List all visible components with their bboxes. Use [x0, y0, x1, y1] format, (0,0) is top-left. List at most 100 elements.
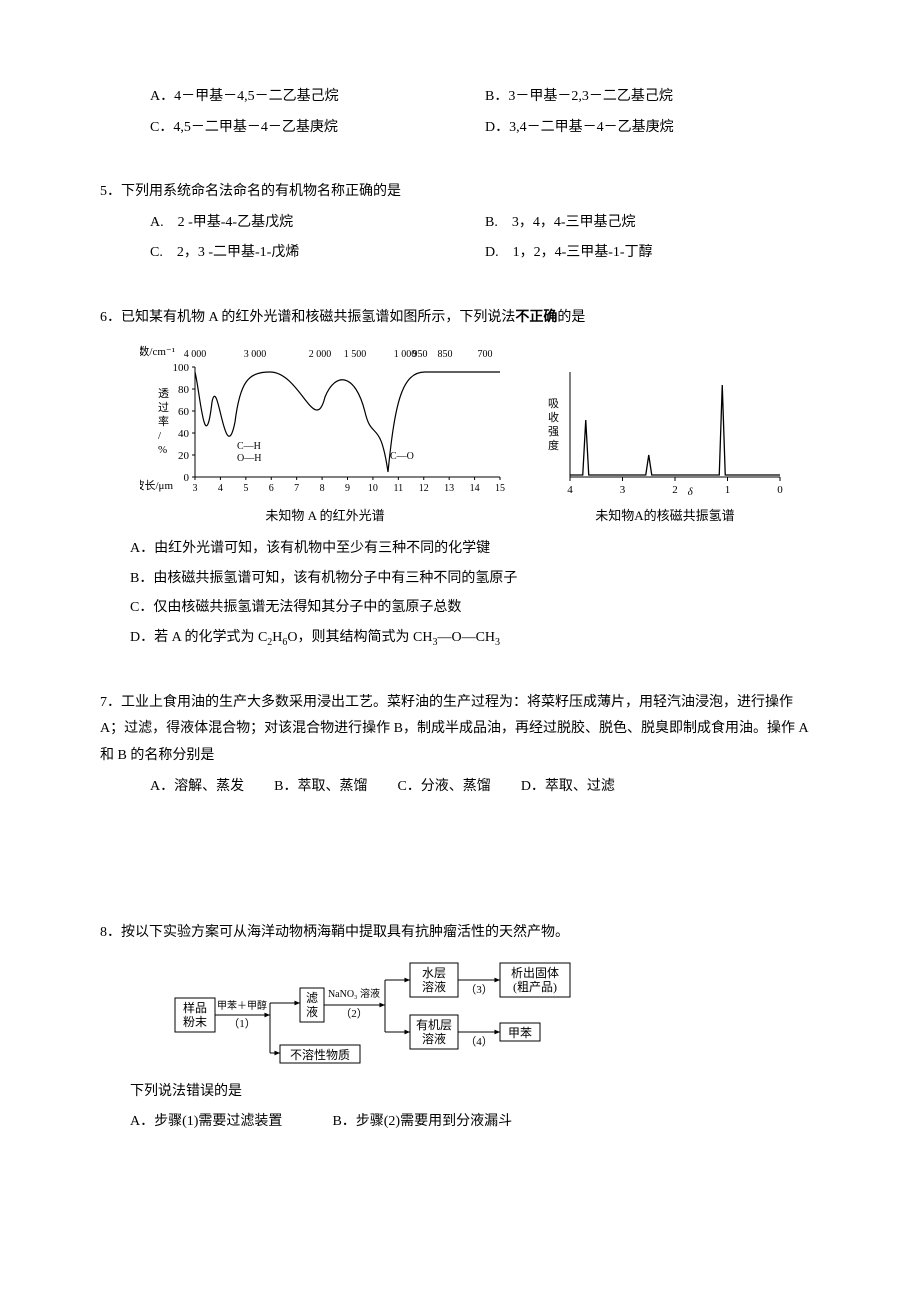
svg-text:不溶性物质: 不溶性物质	[290, 1047, 350, 1062]
svg-text:20: 20	[178, 450, 190, 462]
nmr-chart: 43210δ吸收强度	[540, 362, 790, 502]
svg-text:δ: δ	[688, 486, 694, 498]
q7-option-a: A．溶解、蒸发	[150, 774, 244, 801]
svg-text:样品: 样品	[183, 1000, 207, 1015]
q6-option-c: C．仅由核磁共振氢谱无法得知其分子中的氢原子总数	[100, 595, 820, 622]
q8-sub: 下列说法错误的是	[100, 1079, 820, 1106]
svg-text:9: 9	[345, 483, 350, 494]
q4-option-b: B．3－甲基－2,3－二乙基己烷	[485, 84, 820, 111]
svg-text:波数/cm⁻¹: 波数/cm⁻¹	[140, 345, 175, 358]
svg-text:2: 2	[672, 484, 678, 496]
q8-stem: 8．按以下实验方案可从海洋动物柄海鞘中提取具有抗肿瘤活性的天然产物。	[100, 920, 820, 947]
svg-text:10: 10	[368, 483, 378, 494]
q5-option-c: C. 2，3 -二甲基-1-戊烯	[150, 240, 485, 267]
q7-options-row: A．溶解、蒸发 B．萃取、蒸馏 C．分液、蒸馏 D．萃取、过滤	[100, 774, 820, 801]
q6-stem-suffix: 的是	[557, 310, 585, 325]
q5-option-b: B. 3，4，4-三甲基己烷	[485, 210, 820, 237]
q6-option-a: A．由红外光谱可知，该有机物中至少有三种不同的化学键	[100, 536, 820, 563]
svg-text:溶液: 溶液	[422, 979, 446, 994]
svg-text:4: 4	[218, 483, 223, 494]
svg-text:11: 11	[394, 483, 404, 494]
svg-text:12: 12	[419, 483, 429, 494]
q4-options-row2: C．4,5－二甲基－4－乙基庚烷 D．3,4－二甲基－4－乙基庚烷	[100, 115, 820, 142]
q7-option-b: B．萃取、蒸馏	[274, 774, 367, 801]
svg-text:/: /	[158, 430, 162, 442]
q8-options-row: A．步骤(1)需要过滤装置 B．步骤(2)需要用到分液漏斗	[100, 1109, 820, 1136]
svg-text:950: 950	[413, 349, 428, 360]
svg-text:7: 7	[294, 483, 299, 494]
svg-text:率: 率	[158, 414, 169, 428]
ir-chart: 0204060801004 0003 0002 0001 5001 000950…	[140, 342, 510, 502]
q5-option-d: D. 1，2，4-三甲基-1-丁醇	[485, 240, 820, 267]
q6-stem: 6．已知某有机物 A 的红外光谱和核磁共振氢谱如图所示，下列说法不正确的是	[100, 305, 820, 332]
svg-text:析出固体: 析出固体	[511, 966, 559, 980]
q7-stem: 7．工业上食用油的生产大多数采用浸出工艺。菜籽油的生产过程为：将菜籽压成薄片，用…	[100, 690, 820, 770]
svg-text:溶液: 溶液	[422, 1031, 446, 1046]
svg-text:5: 5	[243, 483, 248, 494]
svg-text:700: 700	[478, 349, 493, 360]
svg-text:甲苯＋甲醇: 甲苯＋甲醇	[217, 999, 267, 1012]
svg-text:6: 6	[269, 483, 274, 494]
svg-text:过: 过	[158, 401, 169, 414]
svg-text:80: 80	[178, 384, 190, 396]
svg-text:60: 60	[178, 406, 190, 418]
svg-text:1 500: 1 500	[344, 349, 367, 360]
q7: 7．工业上食用油的生产大多数采用浸出工艺。菜籽油的生产过程为：将菜籽压成薄片，用…	[100, 690, 820, 800]
svg-text:C—H: C—H	[237, 441, 261, 452]
svg-text:15: 15	[495, 483, 505, 494]
svg-text:3 000: 3 000	[244, 349, 267, 360]
svg-text:13: 13	[444, 483, 454, 494]
q6-option-d: D．若 A 的化学式为 C2H6O，则其结构简式为 CH3―O―CH3	[100, 625, 820, 652]
svg-text:2 000: 2 000	[309, 349, 332, 360]
q5-options-row1: A. 2 -甲基-4-乙基戊烷 B. 3，4，4-三甲基己烷	[100, 210, 820, 237]
svg-text:（1）: （1）	[228, 1017, 256, 1030]
q4-option-c: C．4,5－二甲基－4－乙基庚烷	[150, 115, 485, 142]
svg-text:有机层: 有机层	[416, 1018, 452, 1032]
svg-text:C—O: C—O	[390, 451, 414, 462]
svg-text:0: 0	[777, 484, 783, 496]
q4-option-d: D．3,4－二甲基－4－乙基庚烷	[485, 115, 820, 142]
svg-text:水层: 水层	[422, 966, 446, 980]
svg-text:波长/μm: 波长/μm	[140, 479, 173, 492]
svg-text:吸: 吸	[548, 398, 559, 410]
q8-option-b: B．步骤(2)需要用到分液漏斗	[332, 1109, 512, 1136]
svg-text:（3）: （3）	[465, 983, 493, 996]
ir-figure: 0204060801004 0003 0002 0001 5001 000950…	[140, 342, 510, 529]
svg-text:(粗产品): (粗产品)	[513, 980, 557, 994]
svg-text:14: 14	[470, 483, 480, 494]
svg-text:850: 850	[438, 349, 453, 360]
svg-text:8: 8	[320, 483, 325, 494]
q5-option-a: A. 2 -甲基-4-乙基戊烷	[150, 210, 485, 237]
q5-stem: 5．下列用系统命名法命名的有机物名称正确的是	[100, 179, 820, 206]
q6-option-b: B．由核磁共振氢谱可知，该有机物分子中有三种不同的氢原子	[100, 566, 820, 593]
svg-text:甲苯: 甲苯	[508, 1026, 532, 1040]
svg-text:3: 3	[193, 483, 198, 494]
svg-text:滤: 滤	[306, 991, 318, 1005]
svg-text:液: 液	[306, 1004, 318, 1019]
q8-option-a: A．步骤(1)需要过滤装置	[130, 1109, 282, 1136]
q7-option-d: D．萃取、过滤	[521, 774, 615, 801]
q5-options-row2: C. 2，3 -二甲基-1-戊烯 D. 1，2，4-三甲基-1-丁醇	[100, 240, 820, 267]
flow-chart: 样品粉末滤液不溶性物质水层溶液有机层溶液析出固体(粗产品)甲苯甲苯＋甲醇（1）N…	[170, 953, 600, 1073]
svg-text:（4）: （4）	[465, 1035, 493, 1048]
svg-text:4: 4	[567, 484, 573, 496]
svg-text:100: 100	[173, 362, 190, 374]
svg-text:透: 透	[158, 387, 169, 400]
svg-text:40: 40	[178, 428, 190, 440]
q6: 6．已知某有机物 A 的红外光谱和核磁共振氢谱如图所示，下列说法不正确的是 0 2…	[100, 305, 820, 652]
svg-text:3: 3	[620, 484, 626, 496]
q6-stem-prefix: 6．已知某有机物 A 的红外光谱和核磁共振氢谱如图所示，下列说法	[100, 310, 515, 325]
svg-text:粉末: 粉末	[183, 1015, 207, 1029]
svg-text:收: 收	[548, 410, 559, 424]
svg-text:NaNO₃ 溶液: NaNO₃ 溶液	[328, 987, 380, 1000]
q7-option-c: C．分液、蒸馏	[397, 774, 490, 801]
svg-text:（2）: （2）	[340, 1007, 368, 1020]
svg-text:%: %	[158, 444, 167, 456]
q4-option-a: A．4－甲基－4,5－二乙基己烷	[150, 84, 485, 111]
svg-text:度: 度	[548, 438, 559, 452]
q4-options-row1: A．4－甲基－4,5－二乙基己烷 B．3－甲基－2,3－二乙基己烷	[100, 84, 820, 111]
ir-caption: 未知物 A 的红外光谱	[140, 504, 510, 529]
svg-text:0: 0	[184, 472, 190, 484]
svg-text:1: 1	[725, 484, 731, 496]
q6-figures: 0204060801004 0003 0002 0001 5001 000950…	[140, 342, 820, 529]
